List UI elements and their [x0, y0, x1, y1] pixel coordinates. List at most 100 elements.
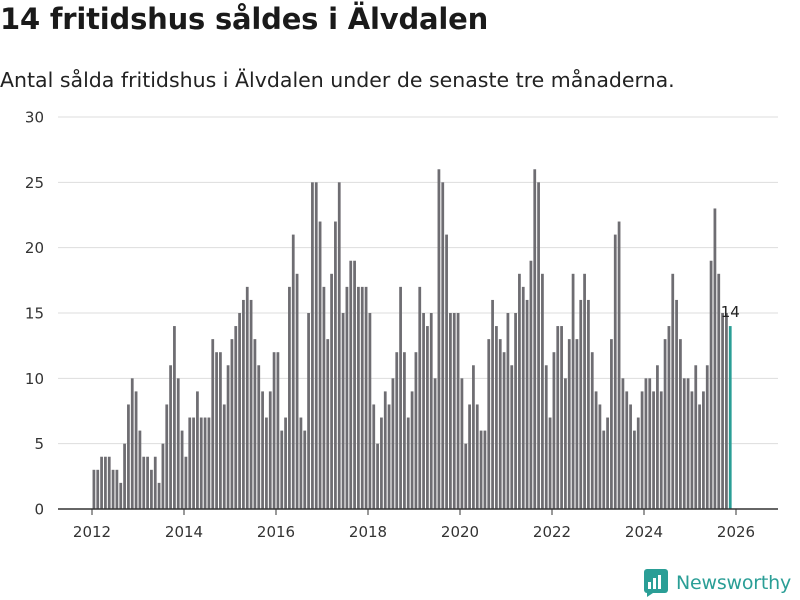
- bar: [311, 182, 314, 510]
- bar: [460, 378, 464, 509]
- bar: [613, 234, 617, 509]
- bar: [617, 221, 621, 510]
- bar: [456, 313, 460, 509]
- bar: [640, 391, 644, 509]
- bar: [686, 378, 690, 509]
- bar: [249, 299, 253, 509]
- y-tick-label: 30: [25, 109, 44, 127]
- bar: [207, 417, 211, 509]
- bar: [387, 404, 391, 509]
- bar: [295, 273, 299, 509]
- bar: [406, 417, 410, 509]
- bar: [211, 339, 215, 509]
- bar: [544, 365, 548, 509]
- bar: [445, 234, 448, 509]
- bar: [123, 443, 126, 509]
- bar: [721, 313, 724, 509]
- brand-name: Newsworthy: [676, 572, 792, 594]
- bar: [579, 299, 583, 509]
- bar: [184, 456, 188, 509]
- bar: [713, 208, 717, 509]
- bar: [529, 260, 533, 509]
- bar: [100, 456, 103, 509]
- bar: [656, 365, 659, 509]
- bar: [288, 286, 291, 509]
- bar: [215, 352, 218, 509]
- bar: [690, 391, 694, 509]
- bar: [541, 273, 544, 509]
- bar: [537, 182, 540, 510]
- bar: [694, 365, 698, 509]
- y-tick-label: 25: [25, 174, 44, 192]
- bar: [157, 482, 161, 509]
- bar: [353, 260, 356, 509]
- bar: [725, 313, 728, 509]
- bar: [441, 182, 445, 510]
- bar: [610, 339, 613, 509]
- bar: [648, 378, 652, 509]
- bar: [299, 417, 303, 509]
- bar: [318, 221, 322, 510]
- bar: [130, 378, 134, 509]
- bar: [403, 352, 406, 509]
- bar: [142, 456, 146, 509]
- bar: [679, 339, 682, 509]
- bar: [587, 299, 590, 509]
- page-title: 14 fritidshus såldes i Älvdalen: [0, 2, 489, 36]
- bar: [326, 339, 330, 509]
- bar: [418, 286, 422, 509]
- bar: [518, 273, 521, 509]
- x-tick-label: 2014: [165, 523, 203, 541]
- bar: [414, 352, 418, 509]
- bar: [556, 326, 560, 509]
- bar: [498, 339, 502, 509]
- bar: [345, 286, 349, 509]
- bar: [104, 456, 107, 509]
- bar: [234, 326, 238, 509]
- bar: [583, 273, 586, 509]
- bar: [533, 169, 537, 509]
- bar: [502, 352, 506, 509]
- bar: [119, 482, 123, 509]
- bar: [514, 313, 517, 509]
- bar: [303, 430, 307, 509]
- bar: [487, 339, 491, 509]
- newsworthy-logo-icon: [644, 569, 668, 597]
- bar: [92, 469, 96, 509]
- bar: [372, 404, 376, 509]
- x-tick-label: 2018: [349, 523, 387, 541]
- x-tick-label: 2022: [533, 523, 571, 541]
- bar: [334, 221, 337, 510]
- bar: [510, 365, 514, 509]
- bar: [552, 352, 556, 509]
- bar: [571, 273, 575, 509]
- bar: [188, 417, 192, 509]
- bar: [602, 430, 606, 509]
- bar: [368, 313, 372, 509]
- bar: [291, 234, 295, 509]
- y-tick-label: 0: [34, 501, 44, 519]
- bar: [173, 326, 176, 509]
- bar: [433, 378, 437, 509]
- bar: [652, 391, 655, 509]
- bar: [560, 326, 563, 509]
- bar: [702, 391, 705, 509]
- bar: [261, 391, 264, 509]
- bar: [257, 365, 261, 509]
- bar: [253, 339, 257, 509]
- y-tick-label: 15: [25, 305, 44, 323]
- bar: [667, 326, 671, 509]
- bar: [203, 417, 207, 509]
- bar: [633, 430, 636, 509]
- bar: [376, 443, 379, 509]
- bar: [165, 404, 169, 509]
- bar: [265, 417, 268, 509]
- bar: [199, 417, 203, 509]
- bar: [636, 417, 640, 509]
- x-tick-label: 2020: [441, 523, 479, 541]
- bar: [437, 169, 441, 509]
- bar: [276, 352, 280, 509]
- bar: [383, 391, 387, 509]
- bar: [314, 182, 318, 510]
